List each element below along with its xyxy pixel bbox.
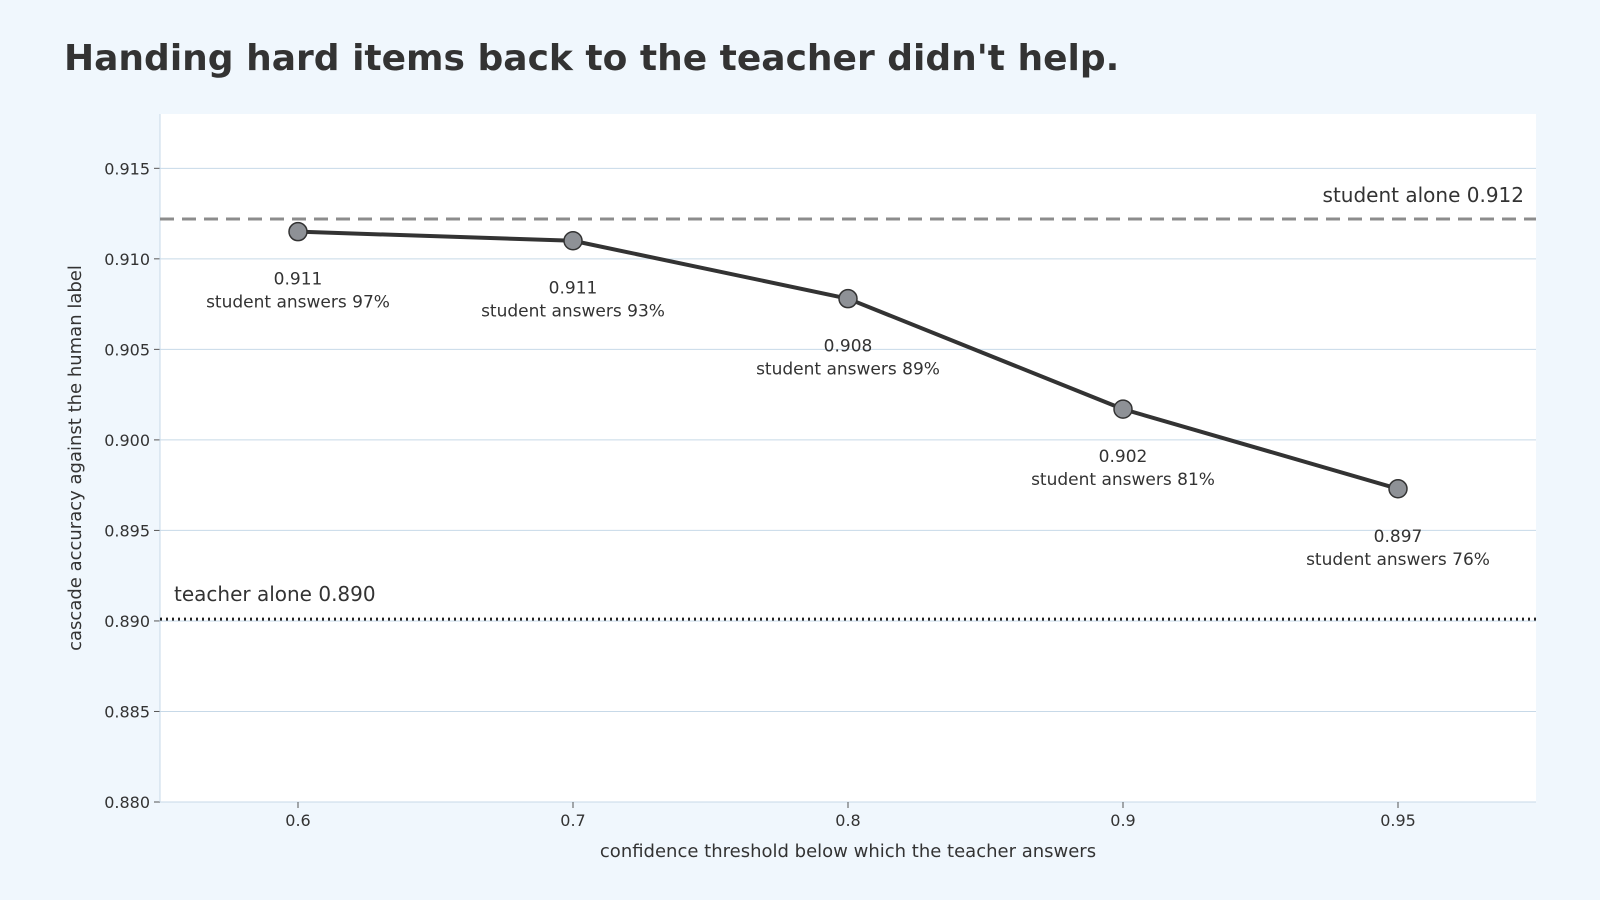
y-tick-label: 0.890 (104, 612, 150, 631)
data-label-share: student answers 97% (206, 293, 390, 313)
grid-lines (160, 167, 1536, 712)
data-point (838, 288, 858, 309)
reference-label: teacher alone 0.890 (174, 582, 376, 606)
y-tick-label: 0.885 (104, 702, 150, 721)
data-label-value: 0.911 (549, 279, 598, 299)
series-accuracy (288, 221, 1408, 499)
x-tick-label: 0.9 (1110, 811, 1135, 830)
data-point (1113, 399, 1133, 419)
reference-label: student alone 0.912 (1323, 183, 1524, 207)
y-tick-label: 0.915 (104, 159, 150, 178)
plot-area (160, 114, 1536, 802)
data-label-share: student answers 76% (1306, 550, 1490, 570)
reference-lines: student alone 0.912 teacher alone 0.890 (160, 183, 1536, 621)
data-label-value: 0.897 (1374, 527, 1423, 547)
data-label-share: student answers 93% (481, 302, 665, 322)
data-point (563, 230, 583, 251)
axes: 0.880 0.885 0.890 0.895 0.900 0.905 0.910 0.915… (104, 114, 1536, 830)
data-label-value: 0.911 (274, 270, 323, 290)
x-axis-label: confidence threshold below which the tea… (600, 841, 1096, 862)
data-point (1388, 479, 1408, 499)
y-tick-label: 0.910 (104, 250, 150, 269)
x-tick-label: 0.95 (1380, 811, 1416, 830)
data-label-share: student answers 81% (1031, 470, 1215, 490)
x-tick-label: 0.8 (835, 811, 860, 830)
chart-title: Handing hard items back to the teacher d… (64, 38, 1119, 79)
point-labels: 0.911 student answers 97% 0.911 student ans… (206, 270, 1490, 570)
y-tick-label: 0.900 (104, 431, 150, 450)
y-tick-label: 0.905 (104, 340, 150, 359)
y-axis-label: cascade accuracy against the human label (65, 265, 86, 651)
data-label-value: 0.902 (1099, 447, 1148, 467)
data-label-share: student answers 89% (756, 360, 940, 380)
data-label-value: 0.908 (824, 337, 873, 357)
data-point (288, 221, 308, 242)
x-tick-label: 0.7 (560, 811, 585, 830)
y-tick-label: 0.880 (104, 793, 150, 812)
x-tick-label: 0.6 (285, 811, 310, 830)
y-tick-label: 0.895 (104, 521, 150, 540)
